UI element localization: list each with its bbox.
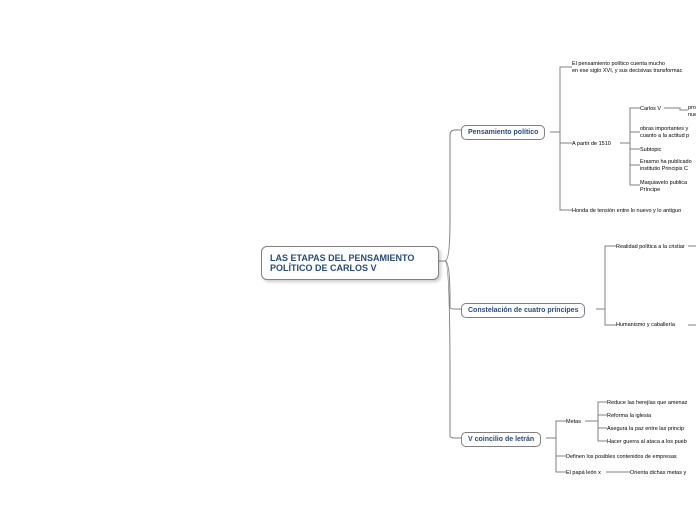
section-concilio-label: V coincilio de letrán — [468, 436, 534, 443]
leaf-metas: Metas — [566, 419, 581, 426]
leaf-obras: obras importantes ycuanto a la actitud p — [640, 126, 689, 139]
leaf-m4: Hacer guerra al ataca a los pueb — [607, 439, 687, 446]
root-node[interactable]: LAS ETAPAS DEL PENSAMIENTO POLÍTICO DE C… — [261, 246, 439, 280]
leaf-humanismo: Humanismo y caballería — [616, 322, 675, 329]
leaf-definen: Definen los posibles contenidos de empre… — [566, 454, 677, 461]
leaf-papa: El papá león x — [566, 470, 601, 477]
root-label: LAS ETAPAS DEL PENSAMIENTO POLÍTICO DE C… — [270, 253, 414, 273]
leaf-carlos-v: Carlos V — [640, 106, 661, 113]
leaf-pensamiento-c1: El pensamiento político cuenta muchoen e… — [572, 61, 682, 74]
section-pensamiento[interactable]: Pensamiento político — [461, 125, 545, 140]
leaf-honda: Honda de tensión entre lo nuevo y lo ant… — [572, 208, 681, 215]
leaf-m3: Asegura la paz entre las princip — [607, 426, 684, 433]
section-concilio[interactable]: V coincilio de letrán — [461, 432, 541, 447]
leaf-m2: Reforma la iglesia — [607, 413, 651, 420]
leaf-carlos-v-sub: pronue — [688, 105, 696, 118]
leaf-realidad: Realidad política a la cristiar — [616, 244, 685, 251]
leaf-erasmo: Erasmo ha publicadoinstitutio Principis … — [640, 159, 692, 172]
section-constelacion-label: Constelación de cuatro príncipes — [468, 307, 578, 314]
leaf-m1: Reduce las herejías que amenaz — [607, 400, 687, 407]
leaf-subtopic: Subtopic — [640, 147, 661, 154]
leaf-maquiavelo: Maquiavelo publicaPríncipe — [640, 180, 687, 193]
section-constelacion[interactable]: Constelación de cuatro príncipes — [461, 303, 585, 318]
section-pensamiento-label: Pensamiento político — [468, 129, 538, 136]
leaf-papa-child: Orienta dichas metas y — [630, 470, 686, 477]
leaf-apartir: A partir de 1510 — [572, 141, 611, 148]
